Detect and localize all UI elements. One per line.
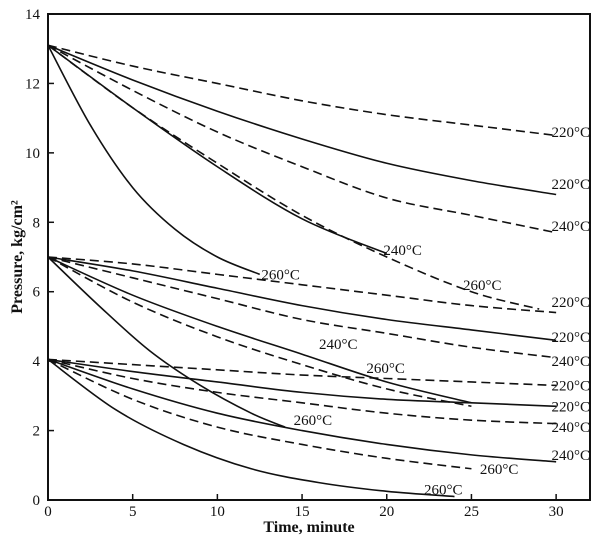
x-tick-label: 20	[379, 504, 394, 520]
y-tick-label: 6	[33, 285, 41, 301]
series-line-dashed-13	[47, 358, 557, 387]
series-line-dashed-3	[47, 44, 557, 234]
series-line-solid-10	[47, 256, 472, 404]
curve-label: 240°C	[383, 243, 422, 259]
curve-label: 240°C	[552, 448, 591, 464]
curve-label: 260°C	[480, 462, 519, 478]
series-line-dashed-7	[47, 256, 557, 314]
curve-label: 260°C	[294, 413, 333, 429]
curve-label: 240°C	[552, 420, 591, 436]
curves	[47, 44, 557, 498]
y-tick-label: 12	[25, 76, 40, 92]
curve-label: 220°C	[552, 125, 591, 141]
y-tick-label: 10	[25, 146, 40, 162]
series-line-solid-4	[47, 44, 388, 255]
curve-label: 240°C	[552, 219, 591, 235]
curve-label: 220°C	[552, 295, 591, 311]
x-tick-label: 25	[464, 504, 479, 520]
y-tick-label: 14	[25, 7, 41, 23]
series-line-solid-14	[47, 358, 557, 408]
series-line-dashed-17	[47, 358, 472, 470]
y-axis-title: Pressure, kg/cm²	[9, 200, 26, 314]
series-line-dashed-11	[47, 256, 472, 408]
curve-label: 240°C	[552, 354, 591, 370]
curve-label: 260°C	[261, 267, 300, 283]
x-tick-label: 15	[295, 504, 310, 520]
series-line-solid-12	[47, 256, 286, 428]
curve-label: 260°C	[463, 278, 502, 294]
series-line-dashed-5	[47, 44, 540, 310]
curve-label: 220°C	[552, 399, 591, 415]
series-line-dashed-15	[47, 358, 557, 425]
curve-label: 220°C	[552, 330, 591, 346]
series-line-solid-18	[47, 358, 455, 498]
y-tick-label: 2	[33, 424, 41, 440]
curve-label: 220°C	[552, 378, 591, 394]
curve-label: 240°C	[319, 337, 358, 353]
x-tick-label: 10	[210, 504, 225, 520]
curve-label: 220°C	[552, 177, 591, 193]
y-tick-label: 4	[33, 354, 41, 370]
y-tick-label: 0	[33, 493, 41, 509]
x-axis-title: Time, minute	[263, 519, 354, 536]
curve-label: 260°C	[424, 483, 463, 499]
series-line-solid-8	[47, 256, 557, 342]
series-line-solid-2	[47, 44, 557, 196]
curve-label: 260°C	[366, 361, 405, 377]
series-line-solid-16	[47, 358, 557, 463]
axes: 0 5 10 15 20 25 30 0 2 4 6 8 10 12 14	[25, 7, 591, 520]
x-tick-label: 5	[129, 504, 137, 520]
series-line-solid-6	[47, 44, 261, 276]
curve-labels: 220°C 220°C 240°C 240°C 260°C 260°C 220°C 220°C…	[261, 125, 590, 499]
series-line-dashed-9	[47, 256, 557, 359]
x-tick-label: 0	[44, 504, 52, 520]
x-tick-label: 30	[549, 504, 564, 520]
y-tick-label: 8	[33, 215, 41, 231]
series-line-dashed-1	[47, 44, 557, 137]
